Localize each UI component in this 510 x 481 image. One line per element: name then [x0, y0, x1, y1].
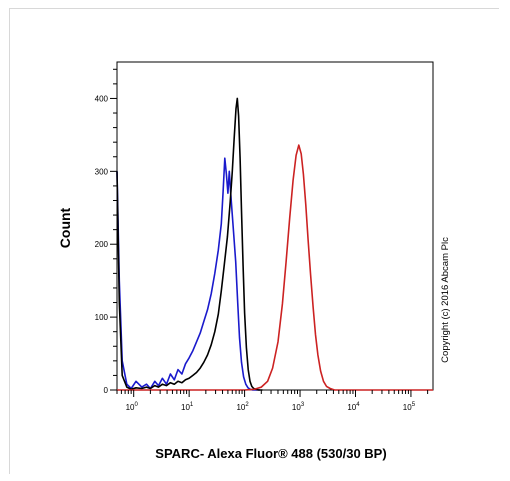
- x-tick-base: 10: [181, 403, 190, 412]
- x-tick-exponent: 4: [356, 402, 360, 408]
- series-line-1: [116, 157, 260, 391]
- x-tick-label: 105: [403, 402, 416, 412]
- x-tick-base: 10: [236, 403, 245, 412]
- series-layer: [116, 97, 433, 391]
- y-axis-title: Count: [57, 207, 73, 248]
- x-tick-label: 104: [347, 402, 360, 412]
- y-tick-label: 400: [95, 94, 109, 103]
- series-line-3: [117, 144, 433, 391]
- x-tick-exponent: 2: [245, 402, 249, 408]
- series-line-2: [116, 97, 263, 391]
- copyright-annotation: Copyright (c) 2016 Abcam Plc: [440, 237, 451, 363]
- chart-frame: [9, 8, 499, 474]
- x-tick-exponent: 0: [134, 402, 138, 408]
- x-tick-base: 10: [403, 403, 412, 412]
- y-tick-label: 0: [104, 386, 109, 395]
- x-tick-exponent: 5: [412, 402, 416, 408]
- x-tick-base: 10: [126, 403, 135, 412]
- x-tick-label: 100: [126, 402, 139, 412]
- x-tick-label: 103: [292, 402, 305, 412]
- x-tick-label: 102: [236, 402, 249, 412]
- x-tick-label: 101: [181, 402, 194, 412]
- x-tick-exponent: 3: [301, 402, 305, 408]
- y-tick-label: 200: [95, 240, 109, 249]
- y-axis: 0 100 200 300 400: [95, 68, 117, 395]
- x-axis-title: SPARC- Alexa Fluor® 488 (530/30 BP): [155, 446, 386, 461]
- x-tick-exponent: 1: [190, 402, 194, 408]
- plot-border: [116, 61, 434, 391]
- x-tick-base: 10: [347, 403, 356, 412]
- x-axis: 100 101 102 103 104 105: [116, 390, 429, 412]
- y-tick-label: 100: [95, 313, 109, 322]
- x-tick-base: 10: [292, 403, 301, 412]
- y-tick-label: 300: [95, 167, 109, 176]
